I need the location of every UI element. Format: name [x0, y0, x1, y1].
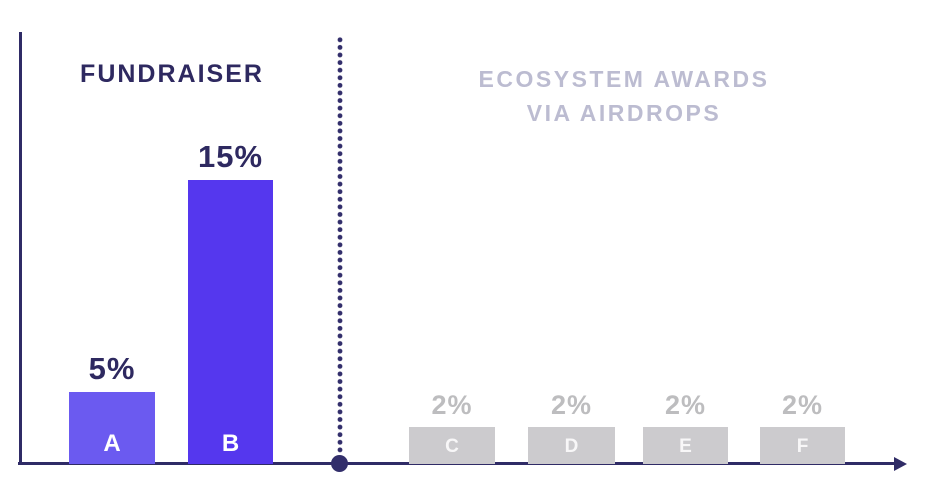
section-divider-dotted-line: [337, 36, 343, 454]
bar-value-label-C: 2%: [431, 390, 473, 420]
fundraiser-section-title: FUNDRAISER: [80, 60, 264, 88]
bar-B: B: [188, 180, 273, 464]
bar-value-label-B: 15%: [197, 139, 264, 174]
bar-E: E: [643, 427, 728, 464]
bar-group-C: 2% C: [409, 392, 495, 464]
bar-value-label-E: 2%: [664, 390, 707, 420]
bar-D: D: [528, 427, 615, 464]
bar-category-label-E: E: [679, 436, 692, 457]
bar-group-D: 2% D: [528, 392, 615, 464]
y-axis: [19, 32, 22, 464]
bar-value-label-D: 2%: [550, 390, 593, 420]
bar-category-label-D: D: [564, 436, 579, 457]
bar-group-E: 2% E: [643, 392, 728, 464]
bar-value-label-F: 2%: [781, 390, 824, 420]
ecosystem-title-line2: VIA AIRDROPS: [526, 100, 722, 126]
bar-category-label-B: B: [221, 430, 240, 457]
bar-group-B: 15% B: [188, 141, 273, 464]
bar-category-label-F: F: [796, 436, 809, 457]
bar-value-label-A: 5%: [88, 351, 136, 386]
bar-F: F: [760, 427, 845, 464]
bar-group-F: 2% F: [760, 392, 845, 464]
ecosystem-section-title: ECOSYSTEM AWARDS VIA AIRDROPS: [344, 62, 904, 130]
divider-endpoint-dot: [331, 455, 348, 472]
bar-C: C: [409, 427, 495, 464]
bar-category-label-C: C: [445, 436, 459, 457]
ecosystem-title-line1: ECOSYSTEM AWARDS: [478, 66, 770, 92]
x-axis-arrowhead-icon: [894, 457, 907, 471]
bar-A: A: [69, 392, 155, 464]
bar-category-label-A: A: [103, 430, 121, 457]
bar-group-A: 5% A: [69, 353, 155, 464]
